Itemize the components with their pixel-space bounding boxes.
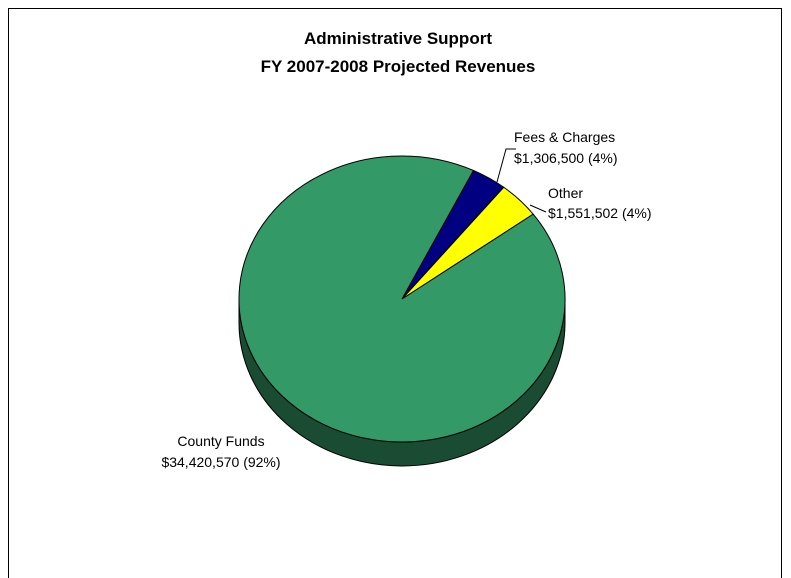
- leader-line-0: [496, 148, 516, 183]
- slice-label-0: Fees & Charges: [514, 129, 615, 145]
- slice-value-1: $1,551,502 (4%): [548, 205, 652, 221]
- slice-value-0: $1,306,500 (4%): [514, 150, 618, 166]
- slice-value-2: $34,420,570 (92%): [161, 454, 280, 470]
- pie-slice-2: [238, 155, 566, 443]
- chart-frame: [8, 8, 782, 578]
- pie-layer: [238, 155, 566, 467]
- pie-chart: Administrative Support FY 2007-2008 Proj…: [161, 29, 651, 470]
- chart-title-line-2: FY 2007-2008 Projected Revenues: [261, 57, 536, 76]
- leader-line-1: [529, 204, 547, 213]
- slice-label-2: County Funds: [177, 433, 264, 449]
- label-layer: Fees & Charges $1,306,500 (4%) Other $1,551…: [161, 129, 651, 470]
- chart-title-line-1: Administrative Support: [304, 29, 492, 48]
- slice-label-1: Other: [548, 185, 583, 201]
